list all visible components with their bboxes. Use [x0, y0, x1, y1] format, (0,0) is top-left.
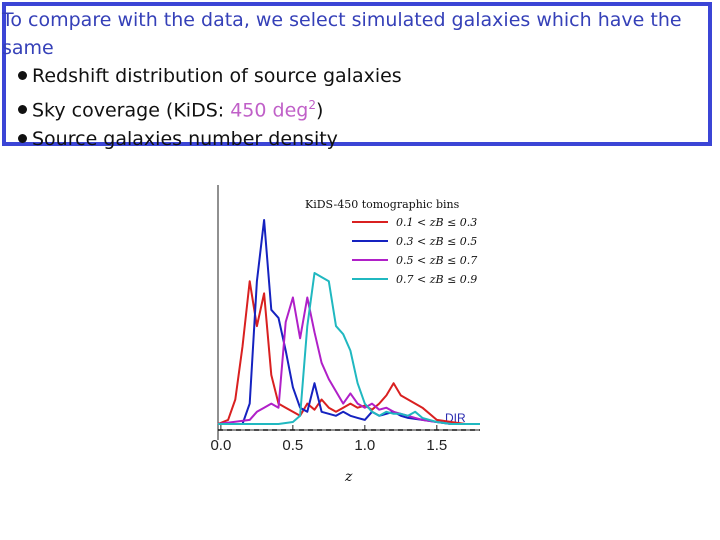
x-tick-label: 1.5 — [426, 437, 447, 454]
bullet-redshift-text: Redshift distribution of source galaxies — [32, 65, 402, 87]
series-line-2 — [218, 219, 480, 425]
series-line-1 — [217, 280, 480, 425]
bullet-sky-accent: 450 deg — [230, 99, 309, 122]
bullet-sky-coverage: Sky coverage (KiDS: 450 deg2) — [18, 91, 402, 125]
bullet-sky-sup: 2 — [308, 98, 316, 112]
series-line-3 — [217, 296, 480, 425]
bullet-density-text: Source galaxies number density — [32, 128, 338, 151]
legend-label-1: 0.1 < zB ≤ 0.3 — [396, 216, 477, 229]
bullet-dot-icon — [18, 104, 27, 114]
series-line-4 — [218, 272, 480, 425]
slide-intro-text: To compare with the data, we select simu… — [2, 9, 682, 59]
bullet-sky-suffix: ) — [315, 99, 324, 122]
redshift-chart: KiDS-450 tomographic bins DIR z 0.0 0.5 1.… — [210, 185, 480, 485]
x-tick-label: 0.5 — [282, 437, 303, 454]
bullet-redshift: Redshift distribution of source galaxies — [18, 62, 402, 91]
legend-label-3: 0.5 < zB ≤ 0.7 — [396, 254, 477, 267]
bullet-sky-prefix: Sky coverage (KiDS: — [32, 99, 231, 122]
text-callout-box — [2, 2, 712, 146]
x-tick-label: 0.0 — [210, 437, 231, 454]
x-axis-label: z — [344, 469, 353, 485]
bullet-dot-icon — [18, 133, 27, 143]
legend-label-2: 0.3 < zB ≤ 0.5 — [396, 235, 477, 248]
redshift-distribution-figure: KiDS-450 tomographic bins DIR z 0.0 0.5 1.… — [200, 180, 500, 500]
x-tick-label: 1.0 — [354, 437, 375, 454]
chart-title: KiDS-450 tomographic bins — [305, 198, 460, 211]
bullet-dot-icon — [18, 70, 27, 80]
bullet-number-density: Source galaxies number density — [18, 125, 402, 154]
bullet-list: Redshift distribution of source galaxies… — [18, 62, 402, 154]
legend-label-4: 0.7 < zB ≤ 0.9 — [396, 273, 477, 286]
